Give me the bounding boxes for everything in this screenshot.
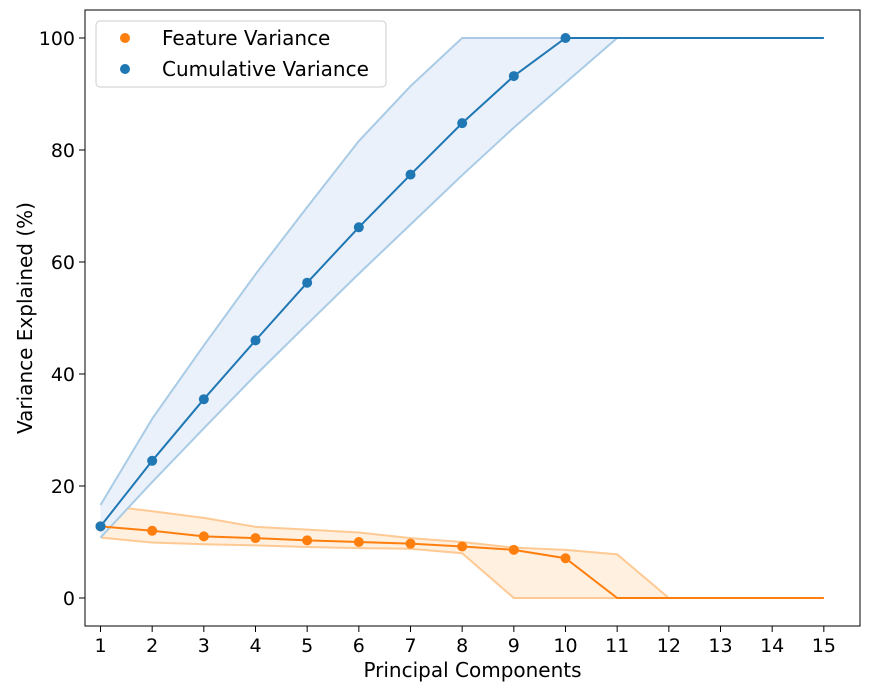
feature-variance-line — [100, 525, 824, 599]
x-tick-label: 14 — [760, 635, 784, 657]
feature-variance-point — [250, 533, 261, 544]
y-axis: 0 20 40 60 80 100 — [39, 28, 85, 610]
cumulative-variance-band — [100, 38, 824, 538]
x-tick-label: 11 — [605, 635, 629, 657]
feature-variance-point — [405, 538, 416, 549]
feature-variance-point — [353, 537, 364, 547]
cumulative-variance-point — [302, 277, 313, 288]
legend-marker-cumulative-variance — [120, 64, 130, 74]
y-axis-label: Variance Explained (%) — [13, 202, 37, 434]
x-tick-label: 2 — [146, 635, 158, 657]
cumulative-variance-point — [198, 394, 209, 405]
cumulative-variance-point — [508, 71, 519, 82]
cumulative-variance-point — [95, 521, 106, 532]
cumulative-variance-point — [353, 222, 364, 233]
x-axis: 1 2 3 4 5 6 7 8 9 10 11 12 13 14 15 — [94, 626, 836, 657]
x-tick-label: 8 — [456, 635, 468, 657]
cumulative-variance-point — [457, 118, 468, 129]
series-markers — [95, 33, 571, 564]
x-tick-label: 3 — [198, 635, 210, 657]
cumulative-variance-point — [147, 455, 158, 466]
feature-variance-point — [457, 541, 468, 552]
y-tick-label: 60 — [51, 252, 75, 274]
legend-label-feature-variance: Feature Variance — [162, 26, 330, 50]
y-tick-label: 80 — [51, 140, 75, 162]
y-tick-label: 0 — [63, 588, 75, 610]
y-tick-label: 100 — [39, 28, 75, 50]
legend-marker-feature-variance — [120, 33, 130, 43]
feature-variance-point — [198, 531, 209, 542]
x-tick-label: 6 — [353, 635, 365, 657]
x-tick-label: 1 — [94, 635, 106, 657]
x-tick-label: 4 — [249, 635, 261, 657]
legend-box — [95, 20, 387, 88]
y-tick-label: 20 — [51, 476, 75, 498]
cumulative-variance-point — [405, 169, 416, 180]
cumulative-variance-point — [250, 335, 261, 346]
cumulative-variance-point — [560, 33, 571, 43]
x-tick-label: 5 — [301, 635, 313, 657]
plot-area — [95, 33, 824, 599]
plot-frame — [84, 9, 861, 627]
legend: Feature Variance Cumulative Variance — [95, 20, 387, 88]
feature-variance-point — [560, 553, 571, 564]
x-tick-label: 15 — [812, 635, 836, 657]
feature-variance-point — [147, 525, 158, 536]
feature-variance-point — [302, 535, 313, 546]
x-tick-label: 7 — [404, 635, 416, 657]
legend-label-cumulative-variance: Cumulative Variance — [162, 57, 369, 81]
feature-variance-point — [508, 544, 519, 555]
x-tick-label: 13 — [708, 635, 732, 657]
x-tick-label: 9 — [508, 635, 520, 657]
x-tick-label: 10 — [553, 635, 577, 657]
y-tick-label: 40 — [51, 364, 75, 386]
x-tick-label: 12 — [657, 635, 681, 657]
x-axis-label: Principal Components — [363, 658, 581, 682]
